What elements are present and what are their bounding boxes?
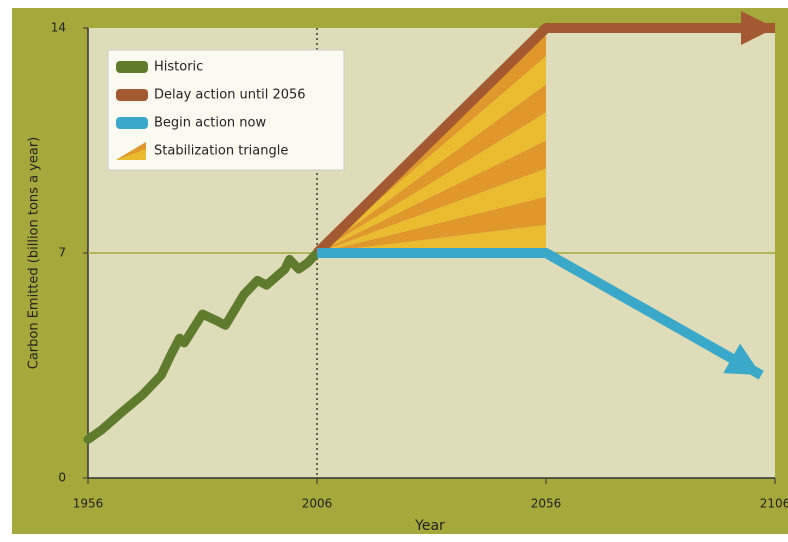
arrow-head <box>741 11 775 45</box>
series-line <box>313 23 775 257</box>
legend-swatch <box>116 142 146 160</box>
series-line <box>83 248 322 444</box>
x-tick-label: 2106 <box>760 497 788 511</box>
legend-label: Delay action until 2056 <box>154 88 306 103</box>
y-axis-label: Carbon Emitted (billion tons a year) <box>27 137 42 370</box>
x-tick-label: 1956 <box>73 497 104 511</box>
legend-swatch <box>116 61 148 73</box>
legend-label: Begin action now <box>154 116 266 131</box>
y-tick-label: 7 <box>58 246 66 260</box>
y-tick-label: 14 <box>51 21 66 35</box>
x-tick-label: 2056 <box>531 497 562 511</box>
arrow-head <box>723 343 762 376</box>
x-tick-label: 2006 <box>302 497 333 511</box>
legend-swatch <box>116 89 148 101</box>
legend-label: Stabilization triangle <box>154 144 288 159</box>
y-tick-label: 0 <box>58 471 66 485</box>
legend: Historic Delay action until 2056 Begin act… <box>107 49 345 171</box>
series-line <box>317 248 764 380</box>
x-axis-label: Year <box>414 518 445 534</box>
legend-swatch <box>116 117 148 129</box>
legend-label: Historic <box>154 60 203 75</box>
